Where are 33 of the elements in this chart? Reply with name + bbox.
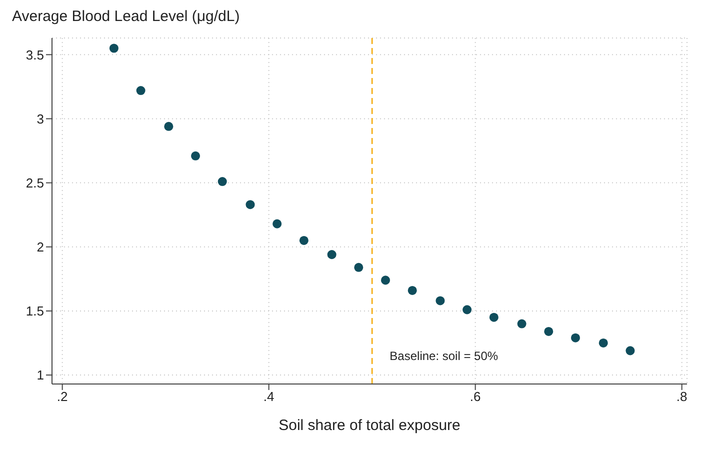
point xyxy=(218,177,227,186)
ref-line-label: Baseline: soil = 50% xyxy=(390,349,498,363)
point xyxy=(164,122,174,131)
x-tick-label: .4 xyxy=(263,389,274,404)
y-tick-label: 3 xyxy=(36,111,44,126)
y-tick-label: 1 xyxy=(36,368,44,383)
point xyxy=(626,346,635,356)
x-tick-label: .6 xyxy=(470,389,481,404)
point xyxy=(327,250,336,260)
point xyxy=(354,262,364,272)
point xyxy=(191,151,200,160)
point xyxy=(489,312,498,322)
x-tick-label: .8 xyxy=(676,389,688,404)
point xyxy=(570,333,580,342)
point xyxy=(462,305,472,314)
point xyxy=(408,286,417,295)
chart-title: Average Blood Lead Level (μg/dL) xyxy=(12,8,241,27)
point xyxy=(598,338,608,348)
point xyxy=(380,276,390,285)
y-tick-label: 1.5 xyxy=(26,304,44,319)
point xyxy=(136,86,146,96)
point xyxy=(109,44,118,53)
x-axis-title: Soil share of total exposure xyxy=(278,417,460,434)
y-tick-label: 2.5 xyxy=(26,175,44,190)
point xyxy=(517,319,526,328)
x-tick-label: .2 xyxy=(56,389,68,404)
y-tick-label: 3.5 xyxy=(26,47,44,62)
point xyxy=(436,296,445,306)
point xyxy=(544,326,554,336)
point xyxy=(272,219,282,228)
point xyxy=(246,200,255,210)
point xyxy=(299,236,308,245)
y-tick-label: 2 xyxy=(36,239,44,254)
